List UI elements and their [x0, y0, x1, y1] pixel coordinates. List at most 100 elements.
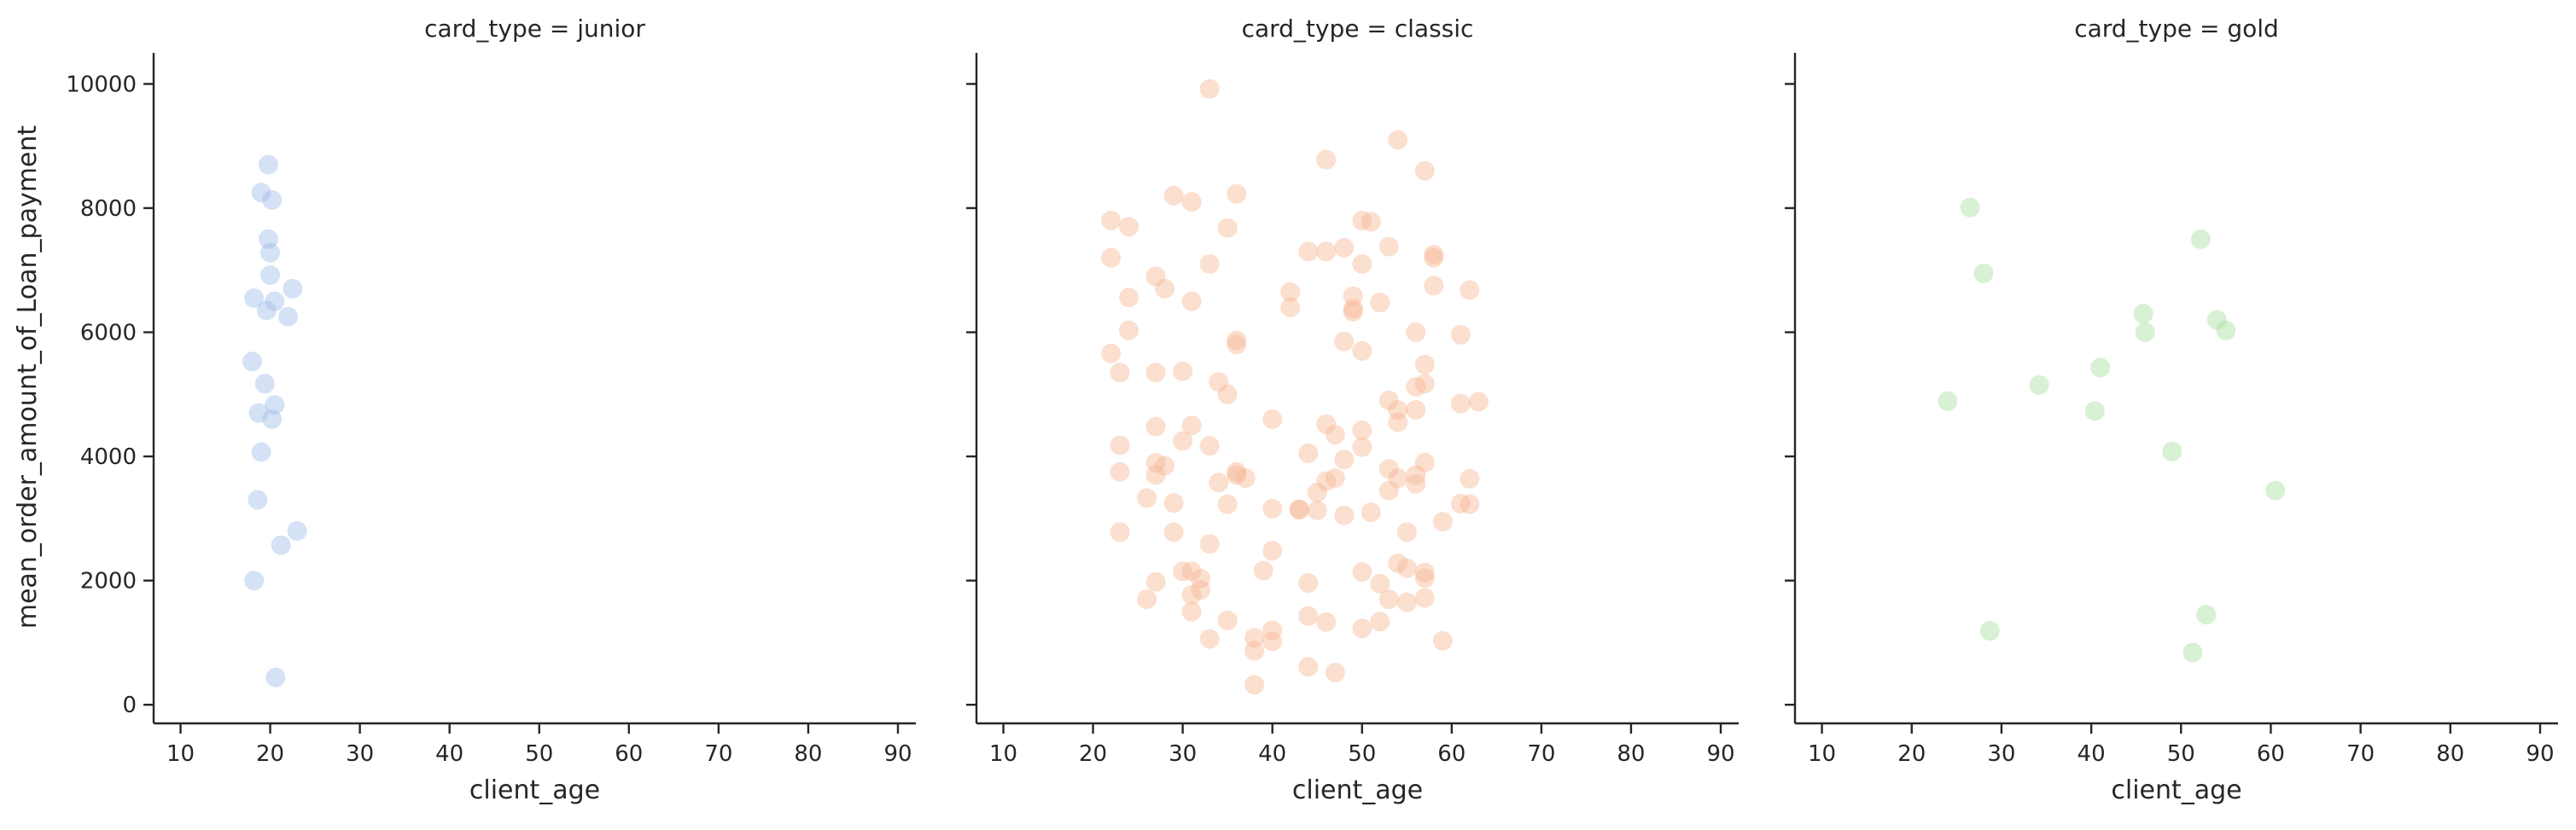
data-point — [1235, 468, 1256, 489]
data-point — [2135, 322, 2155, 342]
data-point — [1227, 461, 1247, 482]
data-point — [2190, 229, 2211, 249]
data-point — [2265, 480, 2286, 501]
y-tick-label: 6000 — [80, 321, 137, 346]
data-point — [1352, 253, 1373, 274]
data-point — [1155, 279, 1175, 299]
data-point — [1352, 561, 1373, 582]
y-axis-label: mean_order_amount_of_Loan_payment — [13, 125, 43, 630]
data-point — [248, 403, 269, 423]
data-point — [1101, 211, 1122, 230]
data-point — [1289, 499, 1309, 519]
x-tick-label: 20 — [1897, 741, 1926, 767]
facet-panel-1: card_type = classic 10 20 30 40 50 60 70 80 90 cli… — [966, 15, 1739, 805]
y-tick-label: 8000 — [80, 196, 137, 222]
data-point — [265, 291, 285, 311]
data-point — [1181, 192, 1202, 212]
data-point — [1973, 263, 1994, 283]
data-point — [1244, 641, 1265, 661]
data-point — [1432, 511, 1453, 531]
data-point — [1163, 493, 1184, 514]
data-point — [1378, 459, 1399, 479]
data-point — [1217, 610, 1238, 630]
data-point — [1298, 606, 1319, 626]
data-point — [1361, 212, 1381, 232]
x-tick-label: 50 — [2167, 741, 2195, 767]
data-point — [1938, 391, 1958, 411]
data-point — [1325, 425, 1345, 445]
x-tick-label: 70 — [2346, 741, 2375, 767]
data-point — [1334, 450, 1355, 470]
panel-title: card_type = gold — [2074, 15, 2279, 43]
y-tick-label: 10000 — [66, 72, 137, 97]
data-point — [1145, 572, 1166, 592]
data-point — [1199, 436, 1220, 456]
data-point — [1343, 286, 1363, 306]
data-point — [1450, 493, 1471, 514]
data-point — [1298, 241, 1319, 262]
data-point — [1227, 465, 1247, 485]
data-point — [265, 667, 286, 688]
data-point — [1145, 452, 1166, 473]
data-point — [1110, 461, 1130, 482]
data-point — [1316, 414, 1337, 434]
data-point — [1414, 160, 1435, 181]
y-tick-label: 2000 — [80, 569, 137, 595]
data-point — [1173, 431, 1193, 451]
data-point — [1424, 276, 1444, 296]
data-point — [1352, 437, 1373, 457]
data-point — [1414, 374, 1435, 394]
data-point — [1199, 78, 1220, 99]
data-point — [258, 154, 278, 175]
data-point — [1262, 620, 1283, 641]
data-point — [1181, 415, 1202, 436]
data-point — [1352, 211, 1373, 230]
data-point — [1460, 280, 1480, 300]
data-point — [1199, 534, 1220, 554]
x-tick-label: 80 — [794, 741, 822, 767]
data-point — [1145, 266, 1166, 287]
data-point — [283, 279, 303, 299]
data-point — [1209, 473, 1229, 493]
data-point — [1343, 301, 1363, 322]
data-point — [1432, 630, 1453, 651]
data-point — [1262, 498, 1283, 519]
data-point — [1101, 343, 1122, 363]
data-point — [1110, 522, 1130, 543]
panel-title: card_type = junior — [424, 15, 645, 43]
data-point — [1361, 502, 1381, 523]
x-tick-label: 40 — [2078, 741, 2106, 767]
data-point — [1378, 236, 1399, 257]
data-point — [1217, 384, 1238, 404]
data-point — [271, 535, 291, 555]
data-point — [1388, 468, 1408, 489]
data-point — [1209, 372, 1229, 392]
data-point — [2133, 304, 2153, 324]
data-point — [1960, 197, 1980, 218]
data-point — [1298, 657, 1319, 677]
x-tick-label: 10 — [166, 741, 195, 767]
data-point — [1406, 465, 1426, 485]
data-point — [1262, 409, 1283, 429]
data-point — [1163, 185, 1184, 206]
data-point — [1280, 282, 1301, 302]
data-point — [1145, 363, 1166, 383]
data-point — [2029, 374, 2049, 395]
data-point — [1199, 253, 1220, 274]
data-point — [1298, 443, 1319, 463]
data-point — [1289, 500, 1309, 520]
data-point — [287, 520, 307, 541]
x-tick-label: 60 — [2257, 741, 2285, 767]
data-point — [254, 374, 275, 394]
facet-panels: card_type = junior 0 2000 4000 6000 8000 10000… — [66, 15, 2558, 805]
data-point — [1378, 589, 1399, 609]
data-point — [1406, 377, 1426, 398]
x-tick-label: 50 — [525, 741, 553, 767]
data-point — [1352, 618, 1373, 639]
scatter-points — [1101, 78, 1489, 695]
x-axis-label: client_age — [1292, 775, 1423, 805]
x-tick-label: 50 — [1348, 741, 1376, 767]
data-point — [260, 265, 281, 286]
data-point — [1424, 247, 1444, 268]
